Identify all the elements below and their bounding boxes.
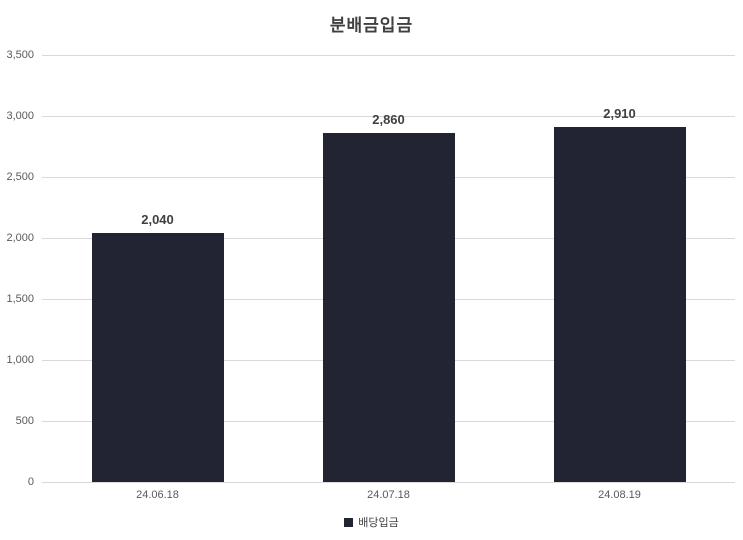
x-axis-tick-label: 24.08.19 <box>598 489 641 501</box>
x-axis-tick-label: 24.06.18 <box>136 489 179 501</box>
y-axis-tick-label: 3,000 <box>6 110 34 122</box>
chart-title: 분배금입금 <box>329 16 414 35</box>
bar-value-label: 2,910 <box>603 105 636 121</box>
gridline <box>42 115 735 117</box>
plot-area: 2,040 2,860 2,910 <box>42 54 735 483</box>
x-axis-tick-label: 24.07.18 <box>367 489 410 501</box>
legend-swatch <box>344 517 354 527</box>
bar-value-label: 2,040 <box>141 212 174 228</box>
bar-24.06.18 <box>91 233 224 482</box>
y-axis-tick-label: 3,500 <box>6 49 34 61</box>
y-axis-tick-label: 1,500 <box>6 293 34 305</box>
y-axis-tick-label: 2,500 <box>6 171 34 183</box>
legend-label: 배당입금 <box>358 517 399 529</box>
bar-24.07.18 <box>322 133 455 482</box>
legend: 배당입금 <box>0 514 743 530</box>
bar-24.08.19 <box>553 126 686 482</box>
y-axis: 0 500 1,000 1,500 2,000 2,500 3,000 3,500 <box>0 49 34 488</box>
y-axis-tick-label: 2,000 <box>6 232 34 244</box>
x-axis: 24.06.18 24.07.18 24.08.19 <box>42 482 735 504</box>
y-axis-tick-label: 500 <box>15 415 34 427</box>
bar-value-label: 2,860 <box>372 112 405 128</box>
y-axis-tick-label: 1,000 <box>6 354 34 366</box>
gridline <box>42 481 735 483</box>
gridline <box>42 54 735 56</box>
y-axis-tick-label: 0 <box>27 476 34 488</box>
